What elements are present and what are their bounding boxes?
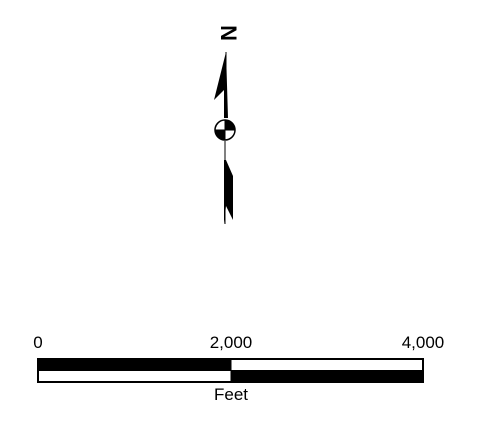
scale-tick-label-0: 0	[33, 333, 42, 352]
scale-segment-top-left	[38, 359, 231, 371]
compass-rose-icon	[214, 119, 236, 141]
scale-segment-bottom-right	[231, 370, 423, 382]
north-arrow-lower-needle	[224, 160, 233, 224]
north-arrow-upper-needle	[214, 52, 228, 118]
scale-tick-label-4000: 4,000	[402, 333, 445, 352]
scale-tick-label-2000: 2,000	[210, 333, 253, 352]
scale-unit-label: Feet	[214, 385, 248, 404]
north-arrow-label: N	[216, 25, 241, 41]
